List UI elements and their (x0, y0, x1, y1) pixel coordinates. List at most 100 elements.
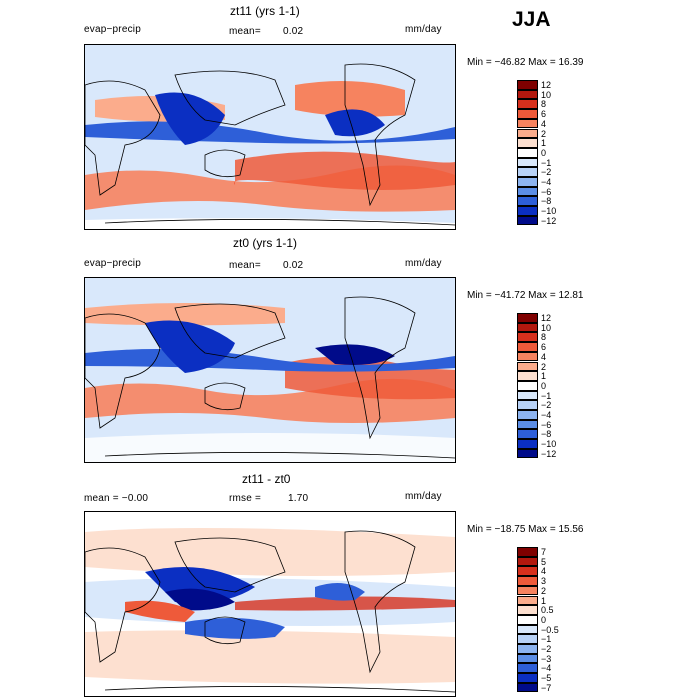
colorbar-tick-label: 10 (541, 322, 552, 333)
colorbar-tick-label: −1 (541, 634, 552, 645)
colorbar-swatch (517, 576, 538, 586)
colorbar-tick-label: 4 (541, 118, 547, 129)
panel-1-variable-label: evap−precip (84, 24, 141, 35)
colorbar-tick-label: −10 (541, 206, 557, 217)
colorbar-tick-label: 0 (541, 147, 547, 158)
colorbar-swatch (517, 448, 538, 459)
colorbar-swatch (517, 128, 538, 139)
panel-3-rmse-value: 1.70 (288, 493, 309, 504)
colorbar-tick-label: 3 (541, 576, 547, 587)
panel-3-field (85, 512, 455, 696)
colorbar-tick-label: 6 (541, 342, 547, 353)
colorbar-swatch (517, 80, 538, 90)
colorbar-tick-label: 8 (541, 99, 547, 110)
colorbar-tick-label: −1 (541, 157, 552, 168)
colorbar-tick-label: −2 (541, 167, 552, 178)
colorbar-swatch (517, 624, 538, 635)
panel-1-map (84, 44, 456, 230)
colorbar-swatch (517, 157, 538, 168)
panel-1-units: mm/day (405, 24, 442, 35)
colorbar-swatch (517, 605, 538, 615)
panel-2-map (84, 277, 456, 463)
colorbar-swatch (517, 566, 538, 577)
colorbar-swatch (517, 439, 538, 449)
colorbar-swatch (517, 410, 538, 420)
colorbar-tick-label: 2 (541, 585, 547, 596)
colorbar-tick-label: 1 (541, 595, 547, 606)
colorbar-tick-label: 6 (541, 109, 547, 120)
colorbar-swatch (517, 147, 538, 158)
colorbar-tick-label: −3 (541, 653, 552, 664)
panel-2-mean-value: 0.02 (283, 260, 304, 271)
colorbar-tick-label: 5 (541, 556, 547, 567)
colorbar-tick-label: 12 (541, 80, 552, 90)
colorbar-tick-label: 0 (541, 614, 547, 625)
colorbar-tick-label: −12 (541, 448, 557, 459)
colorbar-swatch (517, 99, 538, 110)
colorbar-swatch (517, 653, 538, 664)
colorbar-swatch (517, 313, 538, 323)
colorbar-tick-label: −2 (541, 400, 552, 411)
colorbar-swatch (517, 682, 538, 693)
colorbar-swatch (517, 400, 538, 410)
colorbar-tick-label: −6 (541, 419, 552, 430)
colorbar-swatch (517, 380, 538, 391)
panel-3-units: mm/day (405, 491, 442, 502)
colorbar-swatch (517, 614, 538, 625)
colorbar-tick-label: −4 (541, 410, 552, 420)
colorbar-swatch (517, 361, 538, 372)
colorbar-swatch (517, 322, 538, 333)
colorbar-tick-label: 0.5 (541, 605, 554, 616)
colorbar-swatch (517, 634, 538, 644)
colorbar-tick-label: 4 (541, 351, 547, 362)
colorbar-tick-label: −0.5 (541, 624, 559, 635)
panel-2-field (85, 278, 455, 462)
colorbar-tick-label: −4 (541, 177, 552, 187)
panel-2-colorbar: 12 10 8 6 4 2 1 0 −1 −2 −4 −6 −8 −10 −12 (517, 313, 577, 459)
colorbar-swatch (517, 429, 538, 440)
colorbar-tick-label: −8 (541, 196, 552, 207)
colorbar-tick-label: 2 (541, 128, 547, 139)
panel-3-mean-label: mean = −0.00 (84, 493, 149, 504)
colorbar-swatch (517, 332, 538, 343)
panel-3-map (84, 511, 456, 697)
colorbar-swatch (517, 206, 538, 216)
colorbar-swatch (517, 585, 538, 596)
colorbar-swatch (517, 351, 538, 362)
colorbar-swatch (517, 167, 538, 177)
colorbar-tick-label: −2 (541, 644, 552, 654)
panel-1-mean-label: mean= (229, 26, 261, 37)
colorbar-tick-label: 10 (541, 89, 552, 100)
colorbar-swatch (517, 644, 538, 654)
colorbar-swatch (517, 595, 538, 606)
colorbar-tick-label: 0 (541, 380, 547, 391)
colorbar-swatch (517, 89, 538, 100)
colorbar-tick-label: −4 (541, 663, 552, 674)
colorbar-swatch (517, 419, 538, 430)
panel-2-variable-label: evap−precip (84, 258, 141, 269)
colorbar-swatch (517, 371, 538, 381)
panel-2-minmax: Min = −41.72 Max = 12.81 (467, 290, 584, 301)
colorbar-tick-label: 2 (541, 361, 547, 372)
colorbar-swatch (517, 196, 538, 207)
colorbar-swatch (517, 556, 538, 567)
colorbar-swatch (517, 390, 538, 401)
panel-1-mean-value: 0.02 (283, 26, 304, 37)
panel-3-colorbar: 7 5 4 3 2 1 0.5 0 −0.5 −1 −2 −3 −4 −5 −7 (517, 547, 577, 693)
colorbar-swatch (517, 673, 538, 683)
colorbar-tick-label: 1 (541, 371, 547, 382)
colorbar-tick-label: −6 (541, 186, 552, 197)
colorbar-tick-label: −12 (541, 215, 557, 226)
panel-1-field (85, 45, 455, 229)
panel-1-title: zt11 (yrs 1-1) (230, 4, 300, 18)
colorbar-swatch (517, 186, 538, 197)
colorbar-swatch (517, 177, 538, 187)
colorbar-swatch (517, 118, 538, 129)
colorbar-tick-label: 12 (541, 313, 552, 323)
panel-3-title: zt11 - zt0 (242, 472, 291, 486)
panel-1-minmax: Min = −46.82 Max = 16.39 (467, 57, 584, 68)
panel-2-title: zt0 (yrs 1-1) (233, 236, 298, 250)
colorbar-swatch (517, 342, 538, 352)
colorbar-tick-label: −5 (541, 673, 552, 684)
colorbar-tick-label: −7 (541, 682, 552, 693)
